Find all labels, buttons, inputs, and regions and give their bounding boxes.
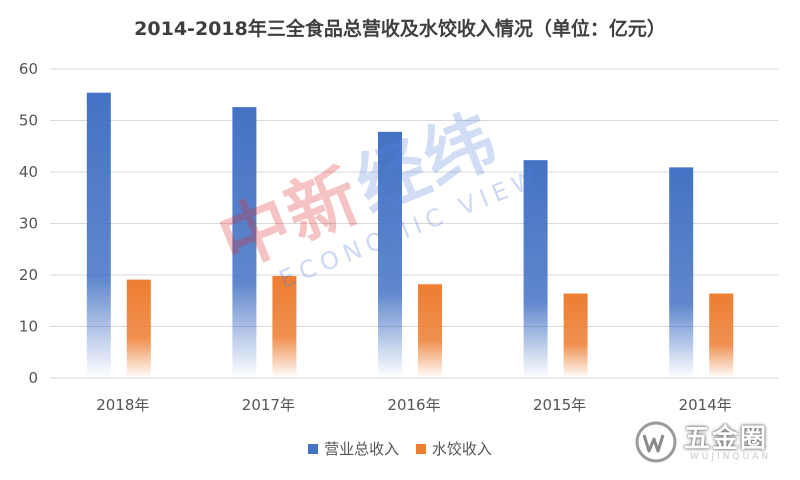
wujinquan-logo-icon bbox=[635, 421, 677, 463]
bar-revenue bbox=[378, 131, 402, 378]
y-tick-label: 30 bbox=[19, 215, 38, 233]
x-axis-ticks: 2018年 2017年 2016年 2015年 2014年 bbox=[96, 396, 732, 414]
legend-swatch-revenue bbox=[308, 443, 319, 454]
y-tick-label: 60 bbox=[19, 60, 38, 78]
y-tick-label: 20 bbox=[19, 266, 38, 284]
y-tick-label: 40 bbox=[19, 163, 38, 181]
y-axis-ticks: 0 10 20 30 40 50 60 bbox=[19, 60, 38, 387]
x-tick-label: 2017年 bbox=[242, 396, 295, 414]
chart-title: 2014-2018年三全食品总营收及水饺收入情况（单位：亿元） bbox=[134, 18, 666, 40]
legend-label-revenue: 营业总收入 bbox=[324, 440, 400, 458]
bar-dumplings bbox=[126, 279, 151, 378]
x-tick-label: 2015年 bbox=[533, 396, 586, 414]
x-tick-label: 2016年 bbox=[387, 396, 440, 414]
bar-dumplings bbox=[272, 276, 297, 378]
gridlines bbox=[50, 68, 778, 379]
logo-name: 五金圈 bbox=[684, 424, 769, 454]
legend-label-dumplings: 水饺收入 bbox=[431, 440, 492, 458]
bar-revenue bbox=[669, 167, 694, 378]
y-tick-label: 0 bbox=[28, 369, 38, 387]
legend-item-revenue: 营业总收入 bbox=[308, 438, 399, 459]
legend-item-dumplings: 水饺收入 bbox=[415, 438, 492, 459]
wujinquan-logo: 五金圈 WUJINQUAN bbox=[632, 416, 792, 472]
bars bbox=[86, 92, 734, 379]
x-tick-label: 2014年 bbox=[679, 396, 732, 414]
bar-dumplings bbox=[418, 284, 442, 378]
bar-dumplings bbox=[709, 293, 734, 378]
legend-swatch-dumplings bbox=[415, 443, 426, 454]
bar-revenue bbox=[86, 92, 111, 378]
y-tick-label: 10 bbox=[19, 318, 38, 336]
bar-revenue bbox=[232, 107, 257, 379]
x-tick-label: 2018年 bbox=[96, 396, 149, 414]
y-tick-label: 50 bbox=[19, 112, 38, 130]
bar-dumplings bbox=[563, 293, 588, 378]
legend: 营业总收入 水饺收入 bbox=[0, 438, 800, 459]
logo-subtitle: WUJINQUAN bbox=[690, 452, 772, 462]
bar-revenue bbox=[523, 160, 548, 378]
